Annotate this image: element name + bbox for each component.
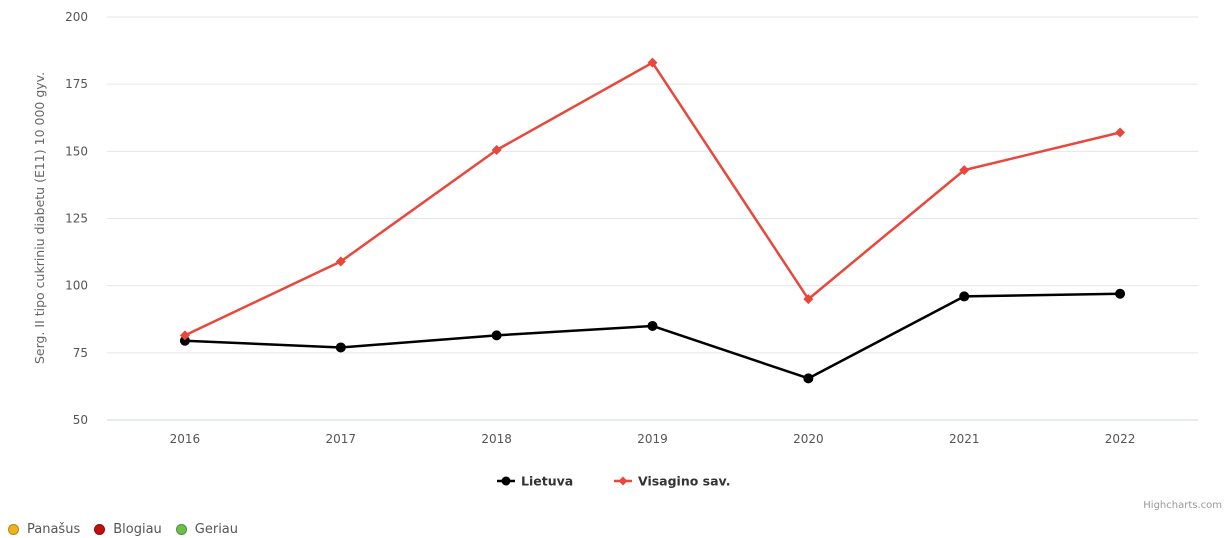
x-tick-label: 2021	[949, 432, 980, 446]
red-dot-icon	[94, 523, 106, 535]
green-dot-icon	[175, 523, 187, 535]
series-1	[179, 57, 1126, 341]
status-item-geriau: Geriau	[175, 521, 239, 537]
data-point-circle[interactable]	[803, 373, 814, 384]
y-tick-label: 150	[65, 144, 88, 158]
data-point-diamond[interactable]	[491, 144, 502, 155]
data-point-circle[interactable]	[959, 291, 970, 302]
data-point-circle[interactable]	[647, 320, 658, 331]
grid-lines	[107, 16, 1198, 421]
series-line	[184, 61, 1121, 337]
x-tick-label: 2019	[637, 432, 668, 446]
x-tick-label: 2018	[481, 432, 512, 446]
status-legend: Panašus Blogiau Geriau	[8, 520, 238, 538]
legend-item[interactable]: Lietuva	[497, 474, 573, 489]
data-point-diamond[interactable]	[335, 256, 346, 267]
data-point-circle[interactable]	[501, 476, 511, 486]
status-item-blogiau: Blogiau	[94, 522, 162, 537]
x-tick-label: 2020	[793, 432, 824, 446]
series-0	[179, 288, 1126, 384]
x-tick-label: 2017	[326, 432, 357, 446]
legend-label: Visagino sav.	[638, 474, 730, 489]
x-tick-label: 2022	[1105, 432, 1136, 446]
data-point-diamond[interactable]	[647, 57, 658, 68]
data-point-circle[interactable]	[335, 342, 346, 353]
x-tick-label: 2016	[170, 432, 201, 446]
y-tick-label: 200	[65, 10, 88, 24]
status-label: Panašus	[27, 521, 81, 537]
data-point-circle[interactable]	[1115, 288, 1126, 299]
y-axis-title: Serg. II tipo cukriniu diabetu (E11) 10 …	[32, 72, 47, 364]
legend-item[interactable]: Visagino sav.	[614, 474, 730, 489]
data-point-diamond[interactable]	[959, 165, 970, 176]
status-item-panasus: Panašus	[8, 522, 80, 537]
series-line	[184, 292, 1121, 380]
data-point-diamond[interactable]	[618, 476, 628, 486]
data-point-diamond[interactable]	[179, 330, 190, 341]
status-label: Geriau	[194, 521, 239, 537]
x-axis-ticks: 2016 2017 2018 2019 2020 2021 2022	[170, 432, 1136, 446]
yellow-dot-icon	[8, 523, 19, 535]
legend[interactable]: Lietuva Visagino sav.	[497, 474, 730, 489]
credits-text[interactable]: Highcharts.com	[1143, 500, 1222, 511]
data-point-diamond[interactable]	[1115, 127, 1126, 138]
data-point-circle[interactable]	[179, 335, 190, 346]
status-label: Blogiau	[113, 521, 162, 537]
y-tick-label: 75	[73, 346, 88, 360]
y-tick-label: 50	[73, 413, 88, 427]
data-point-diamond[interactable]	[803, 294, 814, 305]
legend-label: Lietuva	[521, 474, 573, 489]
y-tick-label: 175	[65, 77, 88, 91]
series-layer	[179, 57, 1126, 384]
data-point-circle[interactable]	[491, 330, 502, 341]
y-axis-ticks: 50 75 100 125 150 175 200	[65, 10, 88, 427]
y-tick-label: 100	[65, 279, 88, 293]
y-tick-label: 125	[65, 212, 88, 226]
